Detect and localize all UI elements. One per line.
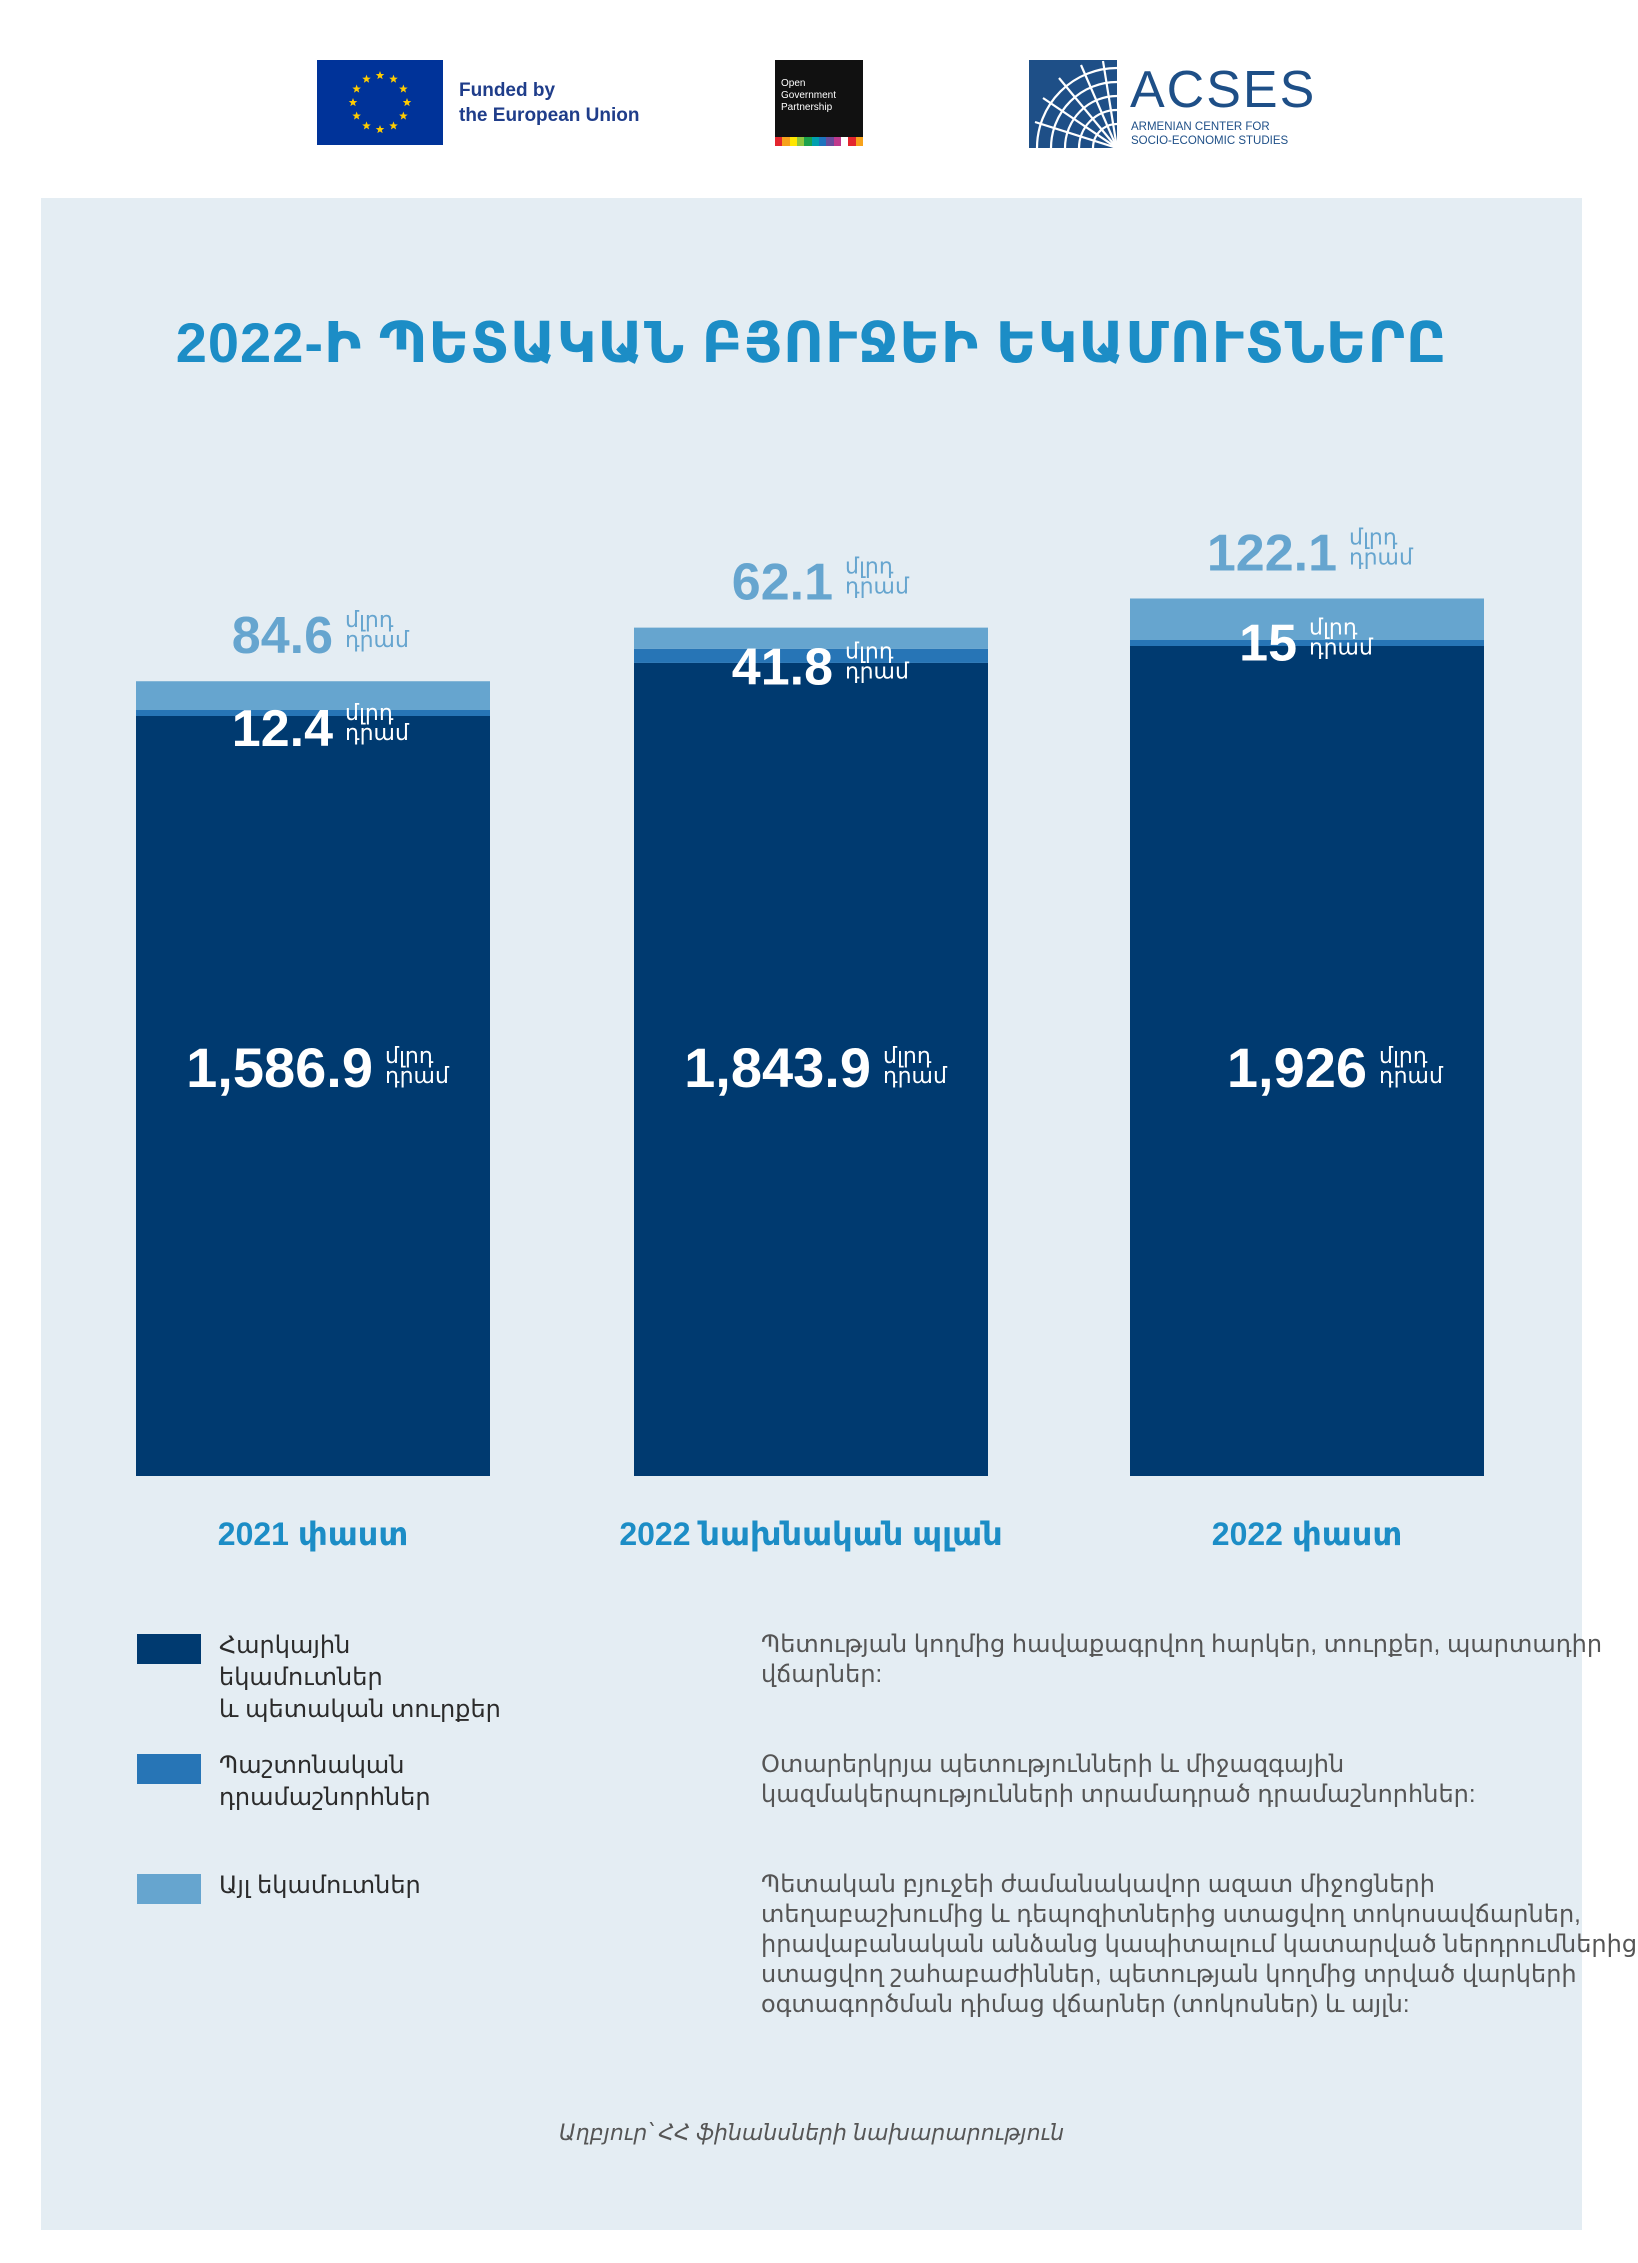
eu-funding-text: Funded by the European Union <box>459 78 679 128</box>
unit-label-tax-3-line-1: մլրդ <box>1379 1043 1428 1068</box>
acses-logo-name: ACSES <box>1130 61 1317 119</box>
ogp-line-1: Open <box>781 78 806 89</box>
value-label-tax-2: 1,843.9 <box>684 1036 871 1099</box>
legend-label-grants: Պաշտոնական դրամաշնորհներ <box>219 1750 519 1814</box>
eu-line-2: the European Union <box>459 105 640 126</box>
chart-title: 2022-Ի ՊԵՏԱԿԱՆ ԲՅՈՒՋԵԻ ԵԿԱՄՈՒՏՆԵՐԸ <box>175 311 1448 374</box>
eu-star <box>348 98 358 107</box>
bar-segment-other-3 <box>1130 598 1484 640</box>
unit-label-grants-2-line-2: դրամ <box>845 659 910 684</box>
bar-segment-grants-3 <box>1130 640 1484 646</box>
legend-label-grants-line-1: Պաշտոնական <box>219 1752 405 1779</box>
eu-star <box>389 74 398 83</box>
eu-star <box>375 71 385 80</box>
unit-label-other-2-line-1: մլրդ <box>845 554 894 579</box>
ogp-logo-text: Open Government Partnership <box>781 78 836 114</box>
eu-star <box>375 125 385 134</box>
bar-segment-tax-1 <box>136 716 490 1476</box>
source-note: Աղբյուր՝ ՀՀ ֆինանսների նախարարություն <box>558 2120 1065 2145</box>
eu-star <box>399 84 408 93</box>
legend-swatch-tax <box>137 1634 201 1664</box>
unit-label-other-1-line-2: դրամ <box>345 627 410 652</box>
category-label-1: 2021 փաստ <box>218 1516 408 1552</box>
legend-desc-tax: Պետության կողմից հավաքագրվող հարկեր, տու… <box>761 1631 1603 1688</box>
legend-label-tax-line-2: և պետական տուրքեր <box>219 1696 501 1723</box>
unit-label-grants-1-line-2: դրամ <box>345 720 410 745</box>
unit-label-other-1-line-1: մլրդ <box>345 607 394 632</box>
legend-label-grants-line-2: դրամաշնորհներ <box>219 1784 431 1811</box>
unit-label-grants-2-line-1: մլրդ <box>845 639 894 664</box>
ogp-line-2: Government <box>781 90 837 101</box>
eu-star <box>352 111 361 120</box>
bar-segment-tax-2 <box>634 662 988 1476</box>
unit-label-tax-2-line-1: մլրդ <box>883 1043 932 1068</box>
eu-star <box>362 74 371 83</box>
value-label-grants-2: 41.8 <box>732 639 833 697</box>
eu-line-1: Funded by <box>459 80 556 101</box>
unit-label-other-2-line-2: դրամ <box>845 573 910 598</box>
eu-star <box>402 98 412 107</box>
legend-desc-other: Պետական բյուջեի ժամանակավոր ազատ միջոցնե… <box>761 1871 1638 2018</box>
eu-star <box>352 84 361 93</box>
header: Funded by the European Union Open Govern… <box>0 0 1638 198</box>
acses-sub-line-2: SOCIO-ECONOMIC STUDIES <box>1131 135 1289 147</box>
ogp-line-3: Partnership <box>781 102 833 113</box>
acses-logo-subtitle: ARMENIAN CENTER FOR SOCIO-ECONOMIC STUDI… <box>1131 120 1288 148</box>
legend-label-tax: Հարկային եկամուտներ և պետական տուրքեր <box>219 1630 519 1726</box>
bar-segment-other-2 <box>634 627 988 649</box>
value-label-other-3: 122.1 <box>1207 524 1337 582</box>
value-label-grants-1: 12.4 <box>232 700 333 758</box>
eu-star <box>399 111 408 120</box>
value-label-other-2: 62.1 <box>732 554 833 612</box>
unit-label-other-3-line-2: դրամ <box>1349 544 1414 569</box>
eu-star <box>362 121 371 130</box>
legend-label-other-line-1: Այլ եկամուտներ <box>219 1872 421 1899</box>
legend-swatch-other <box>137 1874 201 1904</box>
legend-desc-grants: Օտարերկրյա պետությունների և միջազգային կ… <box>761 1751 1476 1808</box>
value-label-tax-3: 1,926 <box>1227 1036 1367 1099</box>
unit-label-grants-1-line-1: մլրդ <box>345 700 394 725</box>
acses-logo-icon <box>1029 60 1117 148</box>
eu-star <box>389 121 398 130</box>
bar-segment-grants-1 <box>136 710 490 716</box>
category-label-2: 2022 նախնական պլան <box>619 1516 1002 1552</box>
acses-sub-line-1: ARMENIAN CENTER FOR <box>1131 121 1270 133</box>
bar-segment-tax-3 <box>1130 646 1484 1476</box>
value-label-other-1: 84.6 <box>232 607 333 665</box>
unit-label-grants-3-line-1: մլրդ <box>1309 614 1358 639</box>
unit-label-other-3-line-1: մլրդ <box>1349 524 1398 549</box>
legend-label-other: Այլ եկամուտներ <box>219 1870 519 1902</box>
category-label-3: 2022 փաստ <box>1212 1516 1402 1552</box>
unit-label-tax-1-line-2: դրամ <box>385 1063 450 1088</box>
value-label-tax-1: 1,586.9 <box>186 1036 373 1099</box>
unit-label-tax-2-line-2: դրամ <box>883 1063 948 1088</box>
legend-label-tax-line-1: Հարկային եկամուտներ <box>219 1632 383 1691</box>
ogp-color-stripes <box>775 137 863 146</box>
bar-segment-other-1 <box>136 681 490 710</box>
ogp-logo: Open Government Partnership <box>775 60 863 146</box>
eu-flag-icon <box>317 60 443 145</box>
unit-label-tax-1-line-1: մլրդ <box>385 1043 434 1068</box>
unit-label-grants-3-line-2: դրամ <box>1309 634 1374 659</box>
legend-swatch-grants <box>137 1754 201 1784</box>
value-label-grants-3: 15 <box>1239 614 1297 672</box>
unit-label-tax-3-line-2: դրամ <box>1379 1063 1444 1088</box>
bar-segment-grants-2 <box>634 648 988 663</box>
